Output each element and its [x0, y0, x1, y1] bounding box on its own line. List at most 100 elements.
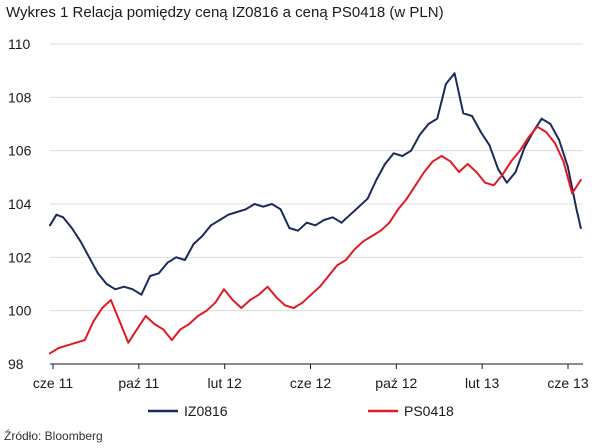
- data-point-ps0418: [310, 293, 312, 296]
- data-point-ps0418: [197, 315, 199, 317]
- data-point-iz0816: [427, 123, 430, 125]
- data-point-iz0816: [392, 152, 395, 155]
- data-point-iz0816: [262, 205, 265, 208]
- series-line-iz0816: [49, 72, 582, 296]
- data-point-ps0418: [162, 328, 165, 331]
- data-point-ps0418: [188, 323, 191, 325]
- data-point-ps0418: [127, 341, 130, 344]
- data-point-iz0816: [55, 213, 58, 216]
- x-tick-label: lut 12: [208, 375, 242, 391]
- data-point-ps0418: [336, 264, 339, 267]
- data-point-iz0816: [540, 117, 543, 120]
- data-point-iz0816: [297, 229, 299, 232]
- data-point-iz0816: [462, 112, 465, 115]
- data-point-ps0418: [266, 285, 269, 288]
- data-point-ps0418: [353, 248, 356, 251]
- data-point-iz0816: [549, 123, 552, 125]
- data-point-iz0816: [253, 203, 256, 205]
- chart-title: Wykres 1 Relacja pomiędzy ceną IZ0816 a …: [6, 4, 444, 21]
- data-point-ps0418: [414, 184, 417, 187]
- data-point-iz0816: [514, 171, 517, 173]
- data-point-ps0418: [432, 160, 434, 163]
- data-point-ps0418: [292, 307, 295, 309]
- data-point-iz0816: [575, 208, 578, 211]
- data-point-ps0418: [75, 341, 77, 344]
- data-point-ps0418: [519, 149, 521, 152]
- data-point-ps0418: [92, 320, 95, 323]
- data-point-iz0816: [149, 275, 152, 277]
- data-point-iz0816: [123, 285, 125, 288]
- data-point-ps0418: [545, 131, 547, 133]
- data-point-ps0418: [562, 160, 565, 163]
- data-point-iz0816: [384, 163, 386, 165]
- series-lines: [49, 72, 582, 355]
- data-point-ps0418: [205, 309, 208, 312]
- y-tick-label: 106: [8, 143, 32, 159]
- data-point-iz0816: [97, 272, 99, 275]
- data-point-iz0816: [558, 139, 560, 141]
- data-point-iz0816: [401, 155, 404, 157]
- data-point-ps0418: [66, 344, 69, 347]
- data-point-iz0816: [210, 224, 212, 227]
- data-point-ps0418: [388, 221, 391, 224]
- data-point-ps0418: [110, 299, 112, 301]
- legend-item-ps0418: PS0418: [368, 403, 454, 419]
- x-tick-label: cze 11: [33, 375, 73, 391]
- x-tick-label: paź 12: [375, 375, 417, 391]
- data-point-iz0816: [314, 224, 317, 227]
- data-point-iz0816: [62, 216, 64, 219]
- data-point-ps0418: [536, 125, 539, 128]
- data-point-iz0816: [349, 213, 352, 216]
- data-point-ps0418: [423, 171, 426, 173]
- x-tick-labels: cze 11 paź 11 lut 12 cze 12 paź 12 lut 13 cze …: [33, 364, 589, 391]
- data-point-iz0816: [244, 208, 247, 211]
- legend-label: PS0418: [404, 403, 454, 419]
- data-point-iz0816: [471, 115, 473, 117]
- data-point-ps0418: [449, 160, 452, 163]
- data-point-iz0816: [410, 149, 412, 152]
- data-point-iz0816: [236, 211, 239, 213]
- y-tick-label: 108: [8, 89, 32, 105]
- y-tick-label: 98: [8, 356, 24, 372]
- y-tick-label: 110: [8, 36, 31, 52]
- x-tick-label: cze 12: [290, 375, 331, 391]
- data-point-ps0418: [484, 181, 486, 184]
- data-point-ps0418: [397, 208, 399, 211]
- data-point-ps0418: [49, 352, 51, 355]
- data-point-iz0816: [227, 213, 230, 216]
- data-point-ps0418: [405, 197, 408, 200]
- data-point-ps0418: [144, 315, 147, 317]
- x-tick-label: lut 13: [465, 375, 499, 391]
- data-point-ps0418: [571, 192, 573, 195]
- data-point-ps0418: [153, 323, 156, 325]
- legend-item-iz0816: IZ0816: [148, 403, 228, 419]
- y-tick-labels: 98 100 102 104 106 108 110: [8, 36, 32, 372]
- data-point-ps0418: [318, 285, 321, 288]
- data-point-iz0816: [88, 256, 91, 259]
- data-point-iz0816: [418, 133, 421, 136]
- data-point-ps0418: [240, 307, 243, 309]
- data-point-iz0816: [566, 165, 569, 168]
- data-point-iz0816: [114, 288, 117, 291]
- data-point-ps0418: [492, 184, 495, 187]
- data-point-ps0418: [553, 141, 556, 144]
- data-point-iz0816: [453, 72, 456, 75]
- data-point-ps0418: [136, 328, 138, 331]
- data-point-ps0418: [275, 296, 278, 299]
- data-point-iz0816: [497, 168, 500, 171]
- data-point-iz0816: [70, 227, 73, 229]
- data-point-ps0418: [475, 171, 478, 173]
- data-point-ps0418: [214, 301, 217, 304]
- data-point-iz0816: [184, 259, 186, 261]
- data-point-ps0418: [83, 339, 86, 341]
- data-point-ps0418: [118, 320, 121, 323]
- data-point-ps0418: [510, 160, 513, 163]
- data-point-ps0418: [257, 293, 260, 296]
- data-point-ps0418: [57, 347, 60, 349]
- data-point-iz0816: [375, 179, 378, 181]
- data-point-ps0418: [179, 328, 182, 331]
- data-point-iz0816: [358, 205, 360, 208]
- data-point-iz0816: [201, 235, 204, 237]
- x-tick-label: paź 11: [118, 375, 159, 391]
